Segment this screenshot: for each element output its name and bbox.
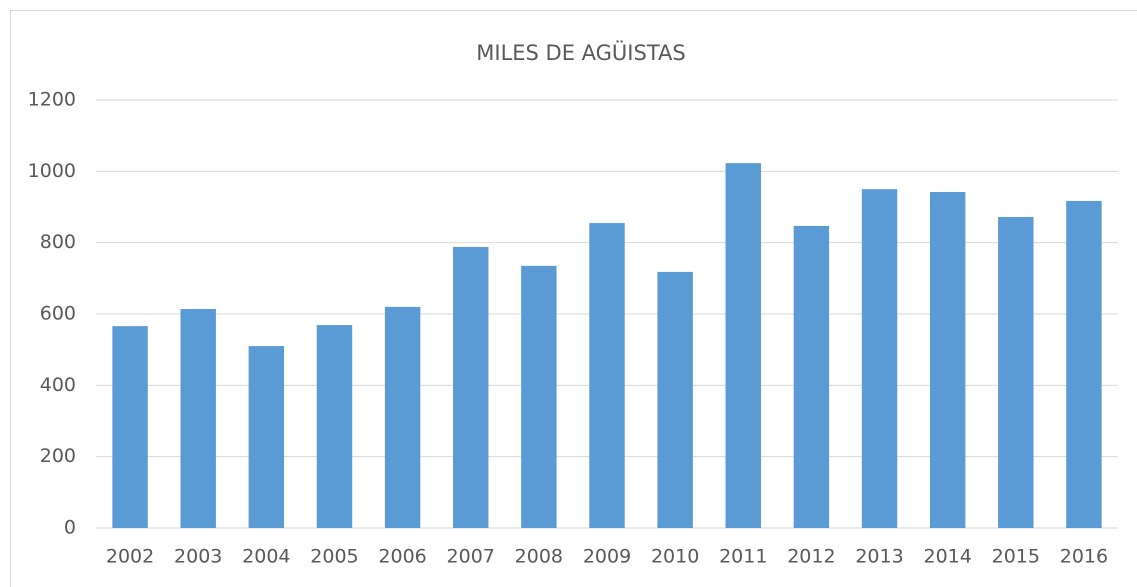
x-tick-label: 2003: [174, 546, 222, 568]
bar: [384, 306, 421, 528]
x-tick-label: 2011: [719, 546, 767, 568]
x-tick-label: 2013: [855, 546, 903, 568]
bar: [316, 325, 353, 528]
x-tick-label: 2009: [583, 546, 631, 568]
bar: [929, 192, 966, 528]
bar: [793, 225, 830, 529]
bar: [248, 346, 285, 528]
x-tick-label: 2010: [651, 546, 699, 568]
y-tick-label: 1000: [28, 160, 76, 182]
bar: [1066, 200, 1102, 529]
y-tick-label: 800: [40, 231, 76, 253]
x-tick-label: 2008: [515, 546, 563, 568]
bar: [112, 326, 148, 528]
x-tick-label: 2016: [1060, 546, 1108, 568]
x-tick-label: 2006: [378, 546, 426, 568]
y-tick-label: 600: [40, 303, 76, 325]
bar: [589, 223, 625, 529]
bar: [453, 246, 489, 529]
y-tick-label: 200: [40, 445, 76, 467]
bar: [180, 309, 216, 528]
y-tick-label: 1200: [28, 89, 76, 111]
bar: [657, 271, 693, 528]
x-tick-label: 2005: [310, 546, 358, 568]
chart-border: [10, 10, 1137, 587]
x-tick-label: 2002: [106, 546, 154, 568]
x-tick-label: 2007: [447, 546, 495, 568]
chart-title: MILES DE AGÜISTAS: [476, 40, 685, 65]
bar: [861, 189, 898, 528]
bar: [998, 216, 1034, 528]
x-tick-label: 2015: [992, 546, 1040, 568]
y-tick-label: 0: [64, 517, 76, 539]
x-tick-label: 2014: [923, 546, 971, 568]
y-tick-label: 400: [40, 374, 76, 396]
x-tick-label: 2004: [242, 546, 290, 568]
x-tick-label: 2012: [787, 546, 835, 568]
bar: [725, 163, 761, 528]
bar: [521, 265, 557, 528]
